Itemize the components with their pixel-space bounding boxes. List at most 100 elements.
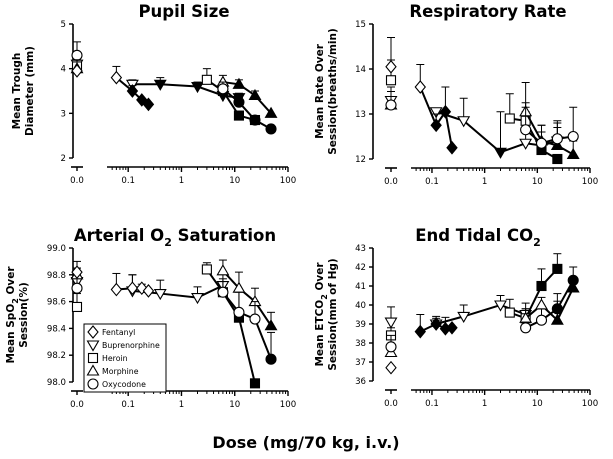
y-tick-label: 39 [355,320,366,330]
x-axis-label: Dose (mg/70 kg, i.v.) [212,433,399,452]
data-point-diamond [110,282,123,297]
baseline-point-circle [71,282,83,294]
data-point-diamond [446,320,458,335]
x-tick-label: 1 [482,177,487,187]
data-point-circle [265,123,277,135]
y-tick-label: 3 [61,109,66,119]
panel-title: End Tidal CO2 [415,226,541,249]
baseline-point-circle [385,99,397,111]
series-fentanyl [71,260,155,298]
data-point-triangle-down [457,311,471,323]
data-point-circle [233,306,245,318]
baseline-point-diamond [71,265,83,279]
y-label-subscript: 2 [320,294,329,300]
baseline-point-circle [385,341,397,353]
legend-marker-circle [87,378,99,390]
series-fentanyl [71,59,155,112]
data-point-circle [217,83,229,95]
title-subscript: 2 [533,236,541,249]
data-point-diamond [430,118,442,133]
x-tick-label-baseline: 0.0 [70,400,84,410]
data-point-diamond [142,97,155,112]
data-point-circle [520,124,532,136]
data-point-circle [535,314,548,326]
legend-label: Buprenorphine [102,341,160,350]
data-point-square [552,153,563,165]
baseline-point-diamond [385,59,397,74]
data-point-diamond [414,324,426,339]
legend-marker-diamond [87,325,99,339]
series-fentanyl [385,314,458,375]
data-point-circle [535,137,548,149]
x-tick-label-baseline: 0.0 [70,176,84,186]
series-heroin [385,59,563,165]
baseline-point-circle [71,49,83,61]
x-tick-label: 10 [229,400,240,410]
y-tick-label: 4 [61,65,66,75]
y-tick-label: 15 [355,20,366,30]
data-point-diamond [439,104,452,119]
data-point-triangle-down [494,147,507,159]
series-line [509,268,559,320]
data-point-diamond [446,140,458,155]
y-tick-label: 98.8 [47,271,66,281]
y-tick-label: 14 [355,65,366,75]
series-fentanyl [385,37,458,155]
legend-label: Fentanyl [102,328,135,337]
panel-title: Arterial O2 Saturation [74,226,276,249]
y-axis-label-line-2: Session(breaths/min) [327,28,339,155]
series-heroin [71,52,261,126]
legend-marker-square [87,352,99,364]
data-point-diamond [142,284,155,298]
data-point-triangle-down [519,138,533,150]
panel-title: Pupil Size [138,2,229,21]
x-tick-label: 1 [179,400,184,410]
x-tick-label: 0.1 [425,177,439,187]
data-point-circle [249,313,261,325]
x-tick-label: 1 [179,176,184,186]
y-tick-label: 43 [355,244,366,254]
y-axis-label: Mean ETCO2 OverSession(mm of Hg) [314,258,339,370]
series-heroin [385,253,563,341]
series-oxycodone [71,41,277,135]
x-tick-label: 100 [582,177,598,187]
series-line [206,268,256,384]
panel-2: Respiratory Rate Mean Rate OverSession(br… [314,2,598,187]
y-tick-label: 38 [355,339,366,349]
y-tick-label: 13 [355,110,366,120]
y-tick-label: 42 [355,263,366,273]
data-point-circle [551,133,563,145]
data-point-triangle-up [550,313,564,325]
panel-3: Arterial O2 Saturation Mean SpO2 OverSess… [5,226,296,410]
data-point-square [249,378,261,389]
y-tick-label: 98.6 [47,298,66,308]
y-tick-label: 98.0 [47,378,66,388]
data-point-triangle-down [191,81,204,94]
data-point-triangle-down [153,79,167,91]
y-tick-label: 36 [355,377,366,387]
y-axis-label: Mean Rate OverSession(breaths/min) [314,28,339,155]
data-point-triangle-down [457,116,471,128]
data-point-diamond [126,84,139,98]
x-tick-label: 1 [482,399,487,409]
y-tick-label: 99.0 [47,244,66,254]
series-morphine [384,281,580,358]
baseline-point-diamond [71,64,83,78]
series-line [524,128,574,145]
y-axis-label: Mean TroughDiameter (mm) [11,46,36,136]
y-label-rest: Over [314,262,326,295]
y-tick-label: 40 [355,301,366,311]
x-tick-label: 10 [532,177,543,187]
series-line [222,270,272,327]
data-point-triangle-up [216,264,230,276]
y-axis-label-line-1: Mean ETCO2 Over [314,262,329,367]
data-point-square [536,280,547,292]
y-axis-label-line-1: Mean SpO2 Over [5,266,20,364]
data-point-triangle-up [248,88,262,101]
legend-marker-triangle-up [86,364,100,376]
data-point-triangle-up [264,319,278,331]
panel-4: End Tidal CO2 Mean ETCO2 OverSession(mm o… [314,226,598,409]
series-buprenorphine [384,86,564,159]
series-buprenorphine [70,59,246,105]
title-subscript: 2 [164,236,172,249]
